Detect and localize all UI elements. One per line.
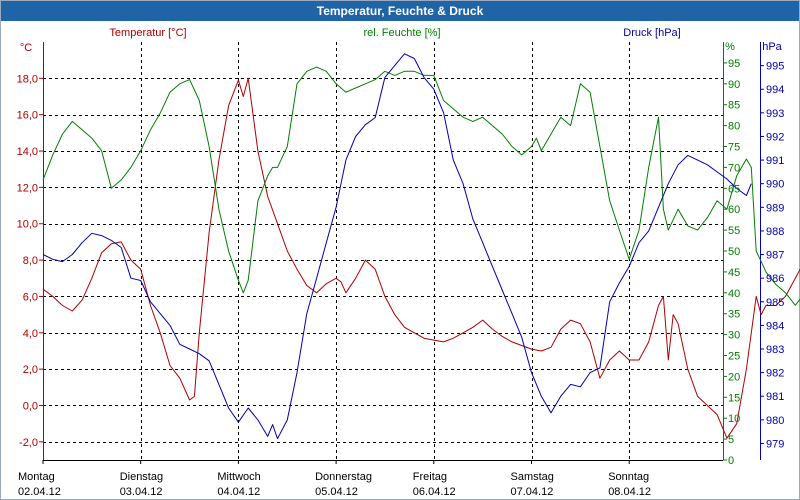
x-date-label: 03.04.12: [120, 486, 163, 498]
humidity-tick-label: 30: [728, 330, 740, 342]
temperature-tick-label: 6,0: [23, 291, 38, 303]
x-date-label: 05.04.12: [315, 486, 358, 498]
labels: 18,0 16,0 14,0 12,0 10,0 8,0 6,0 4,0 2,0 0,0 -2,0 °…: [17, 27, 785, 498]
pressure-series-label: Druck [hPa]: [623, 27, 680, 39]
humidity-tick-label: 15: [728, 392, 740, 404]
temperature-tick-label: 0,0: [23, 400, 38, 412]
humidity-tick-label: 85: [728, 100, 740, 112]
humidity-tick-label: 50: [728, 246, 740, 258]
temperature-tick-label: 8,0: [23, 255, 38, 267]
temperature-tick-label: 16,0: [17, 110, 38, 122]
temperature-tick-label: 12,0: [17, 182, 38, 194]
humidity-tick-label: 45: [728, 267, 740, 279]
pressure-tick-label: 992: [766, 131, 784, 143]
pressure-tick-label: 988: [766, 226, 784, 238]
humidity-tick-label: 20: [728, 371, 740, 383]
plot-background: [43, 42, 723, 460]
pressure-tick-label: 993: [766, 108, 784, 120]
humidity-tick-label: 55: [728, 225, 740, 237]
pressure-tick-label: 990: [766, 179, 784, 191]
x-day-label: Dienstag: [120, 471, 163, 483]
pressure-tick-label: 981: [766, 391, 784, 403]
pressure-tick-label: 982: [766, 368, 784, 380]
pressure-tick-label: 995: [766, 61, 784, 73]
temperature-unit-label: °C: [20, 42, 32, 54]
window-title: Temperatur, Feuchte & Druck: [1, 1, 799, 21]
humidity-tick-label: 0: [728, 455, 734, 467]
x-day-label: Sonntag: [608, 471, 649, 483]
pressure-unit-label: hPa: [762, 41, 782, 53]
humidity-tick-label: 60: [728, 204, 740, 216]
x-day-label: Samstag: [511, 471, 554, 483]
series-group: [42, 53, 800, 440]
pressure-tick-label: 985: [766, 297, 784, 309]
temperature-tick-label: 10,0: [17, 219, 38, 231]
humidity-tick-label: 90: [728, 79, 740, 91]
pressure-tick-label: 991: [766, 155, 784, 167]
pressure-tick-label: 984: [766, 320, 784, 332]
pressure-tick-label: 989: [766, 202, 784, 214]
pressure-line: [42, 53, 752, 440]
temperature-tick-label: 2,0: [23, 364, 38, 376]
humidity-unit-label: %: [725, 41, 735, 53]
x-date-label: 08.04.12: [608, 486, 651, 498]
x-date-label: 02.04.12: [18, 486, 61, 498]
pressure-tick-label: 983: [766, 344, 784, 356]
temperature-tick-label: 14,0: [17, 146, 38, 158]
x-day-label: Montag: [18, 471, 55, 483]
humidity-tick-label: 35: [728, 309, 740, 321]
humidity-tick-label: 95: [728, 58, 740, 70]
humidity-tick-label: 75: [728, 142, 740, 154]
humidity-series-label: rel. Feuchte [%]: [363, 27, 440, 39]
humidity-tick-label: 5: [728, 434, 734, 446]
humidity-tick-label: 40: [728, 288, 740, 300]
plot-area: [43, 42, 723, 460]
x-date-label: 04.04.12: [217, 486, 260, 498]
humidity-tick-label: 65: [728, 183, 740, 195]
temperature-tick-label: 4,0: [23, 328, 38, 340]
temperature-line: [42, 77, 800, 439]
x-day-label: Donnerstag: [315, 471, 372, 483]
humidity-tick-label: 10: [728, 413, 740, 425]
humidity-tick-label: 70: [728, 162, 740, 174]
axes: [39, 42, 764, 464]
x-date-label: 06.04.12: [413, 486, 456, 498]
x-day-label: Freitag: [413, 471, 447, 483]
pressure-tick-label: 979: [766, 438, 784, 450]
temperature-tick-label: -2,0: [19, 437, 38, 449]
humidity-line: [42, 66, 800, 306]
pressure-tick-label: 994: [766, 84, 784, 96]
pressure-tick-label: 986: [766, 273, 784, 285]
x-date-label: 07.04.12: [511, 486, 554, 498]
temperature-tick-label: 18,0: [17, 73, 38, 85]
pressure-tick-label: 980: [766, 415, 784, 427]
grid: [43, 42, 723, 460]
humidity-tick-label: 25: [728, 351, 740, 363]
humidity-tick-label: 80: [728, 121, 740, 133]
pressure-tick-label: 987: [766, 250, 784, 262]
x-day-label: Mittwoch: [217, 471, 260, 483]
temperature-series-label: Temperatur [°C]: [109, 27, 186, 39]
